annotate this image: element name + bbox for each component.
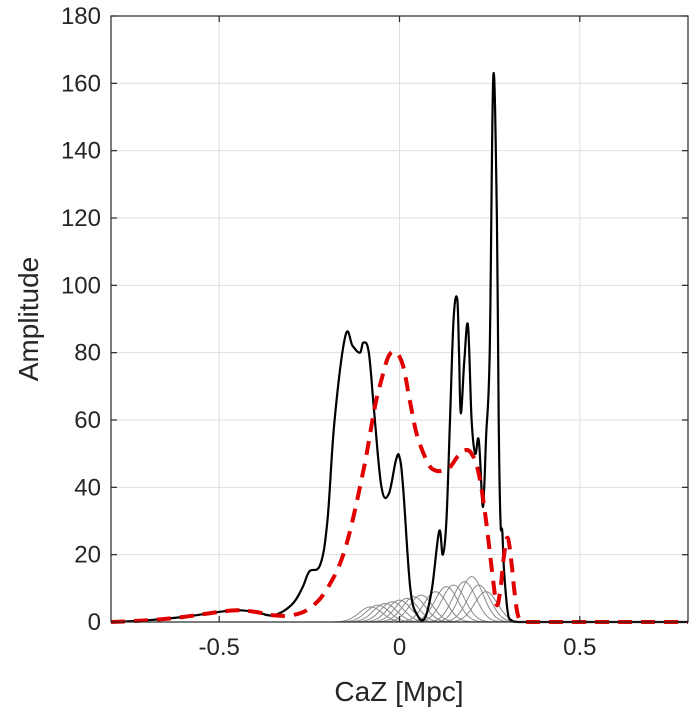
x-tick-label: -0.5 bbox=[199, 634, 240, 661]
y-tick-label: 40 bbox=[74, 474, 101, 501]
y-axis-label: Amplitude bbox=[13, 257, 44, 382]
y-tick-label: 160 bbox=[61, 70, 101, 97]
y-tick-label: 140 bbox=[61, 138, 101, 165]
y-tick-label: 80 bbox=[74, 340, 101, 367]
y-tick-label: 20 bbox=[74, 542, 101, 569]
y-tick-label: 100 bbox=[61, 272, 101, 299]
x-tick-labels: -0.5 0 0.5 bbox=[199, 634, 597, 661]
main-series-group bbox=[110, 72, 688, 624]
y-tick-label: 180 bbox=[61, 3, 101, 30]
y-tick-label: 0 bbox=[88, 609, 101, 636]
x-tick-label: 0.5 bbox=[563, 634, 596, 661]
grid bbox=[111, 15, 688, 623]
x-axis-label: CaZ [Mpc] bbox=[334, 676, 463, 707]
solid-series-line bbox=[110, 72, 688, 624]
x-tick-label: 0 bbox=[393, 634, 406, 661]
y-tick-label: 60 bbox=[74, 407, 101, 434]
dashed-series-line bbox=[110, 349, 688, 624]
ticks bbox=[111, 15, 688, 623]
y-tick-labels: 0 20 40 60 80 100 120 140 160 180 bbox=[61, 3, 101, 636]
y-tick-label: 120 bbox=[61, 205, 101, 232]
